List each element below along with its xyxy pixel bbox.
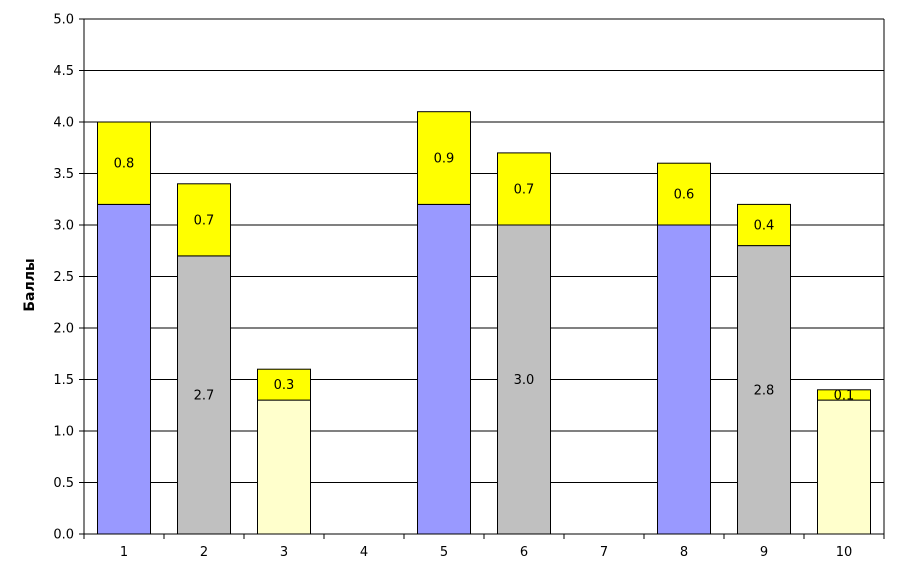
y-tick-label-0: 0.0: [53, 528, 74, 543]
y-tick-label-8: 4.0: [53, 116, 74, 131]
bar-top-10: [817, 389, 871, 401]
y-tick-label-3: 1.5: [53, 373, 74, 388]
x-tick-label-1: 1: [120, 545, 128, 560]
y-tick-label-1: 0.5: [53, 476, 74, 491]
data-label-top-5: 0.9: [434, 152, 455, 167]
data-label-top-8: 0.6: [674, 188, 695, 203]
y-tick-label-2: 1.0: [53, 425, 74, 440]
x-tick-label-9: 9: [760, 545, 768, 560]
bar-top-9: [737, 203, 791, 247]
y-tick-label-6: 3.0: [53, 219, 74, 234]
x-tick-label-8: 8: [680, 545, 688, 560]
data-label-base-9: 2.8: [754, 383, 775, 398]
bar-top-1: [97, 121, 151, 205]
bar-base-5: [417, 203, 471, 535]
bar-base-10: [817, 399, 871, 535]
x-tick-label-2: 2: [200, 545, 208, 560]
x-tick-label-10: 10: [836, 545, 853, 560]
y-axis-label: Баллы: [22, 258, 38, 311]
y-tick-labels: 0.0 0.5 1.0 1.5 2.0 2.5 3.0 3.5 4.0 4.5 5.0: [53, 13, 74, 543]
bar-base-9: [737, 245, 791, 535]
y-tick-label-9: 4.5: [53, 64, 74, 79]
data-label-top-3: 0.3: [274, 378, 295, 393]
bar-top-5: [417, 111, 471, 205]
bar-top-8: [657, 162, 711, 226]
data-label-base-2: 2.7: [194, 388, 215, 403]
y-tick-label-5: 2.5: [53, 270, 74, 285]
bar-top-6: [497, 152, 551, 226]
x-tick-label-7: 7: [600, 545, 608, 560]
x-tick-label-3: 3: [280, 545, 288, 560]
y-tick-label-10: 5.0: [53, 13, 74, 28]
bars: [97, 111, 871, 535]
x-tick-label-6: 6: [520, 545, 528, 560]
data-label-top-9: 0.4: [754, 219, 775, 234]
data-label-top-1: 0.8: [114, 157, 135, 172]
bar-top-3: [257, 368, 311, 401]
data-label-base-6: 3.0: [514, 373, 535, 388]
x-tick-label-5: 5: [440, 545, 448, 560]
axes: [79, 18, 885, 539]
x-tick-label-4: 4: [360, 545, 368, 560]
data-labels: 0.8 2.7 0.7 0.3 0.9 3.0 0.7 0.6 2.8 0.4 0.1: [114, 152, 855, 404]
data-label-top-10: 0.1: [834, 388, 855, 403]
bar-base-1: [97, 203, 151, 535]
data-label-top-2: 0.7: [194, 213, 215, 228]
bar-base-3: [257, 399, 311, 535]
bar-top-2: [177, 183, 231, 257]
data-label-top-6: 0.7: [514, 182, 535, 197]
y-tick-label-4: 2.0: [53, 322, 74, 337]
y-tick-label-7: 3.5: [53, 167, 74, 182]
bar-base-2: [177, 255, 231, 535]
bar-base-8: [657, 224, 711, 535]
x-tick-labels: 1 2 3 4 5 6 7 8 9 10: [120, 545, 852, 560]
